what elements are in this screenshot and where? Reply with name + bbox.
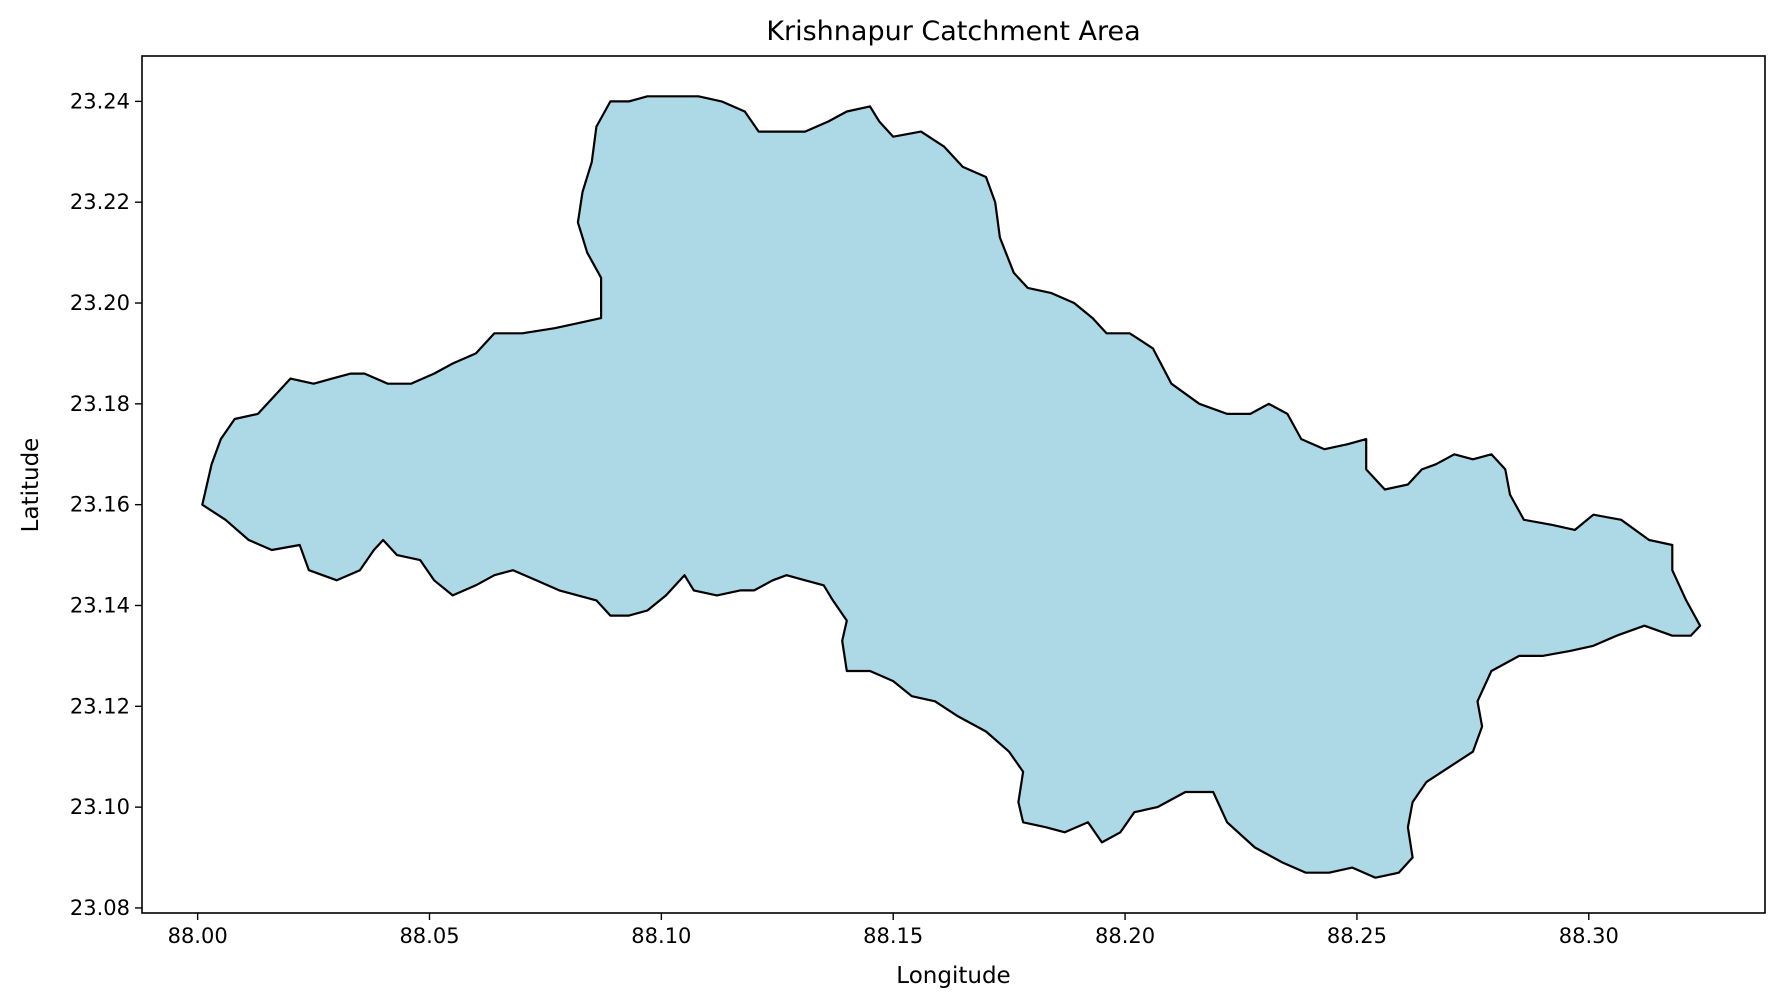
y-tick-label: 23.14 <box>70 593 130 617</box>
x-tick-label: 88.25 <box>1327 924 1387 948</box>
y-tick-label: 23.20 <box>70 291 130 315</box>
y-axis: 23.08 23.10 23.12 23.14 23.16 23.18 23.20 23.22… <box>70 89 142 920</box>
y-tick-label: 23.08 <box>70 896 130 920</box>
x-axis: 88.00 88.05 88.10 88.15 88.20 88.25 88.30 <box>168 913 1619 948</box>
y-tick-label: 23.18 <box>70 392 130 416</box>
y-tick-label: 23.12 <box>70 694 130 718</box>
catchment-boundary <box>201 95 1702 879</box>
x-tick-label: 88.30 <box>1559 924 1619 948</box>
y-tick-label: 23.24 <box>70 89 130 113</box>
x-tick-label: 88.20 <box>1095 924 1155 948</box>
y-tick-label: 23.10 <box>70 795 130 819</box>
x-tick-label: 88.05 <box>399 924 459 948</box>
plot-layer <box>201 95 1702 879</box>
y-tick-label: 23.16 <box>70 493 130 517</box>
y-tick-label: 23.22 <box>70 190 130 214</box>
chart-title: Krishnapur Catchment Area <box>766 16 1140 47</box>
x-axis-label: Longitude <box>896 963 1010 989</box>
y-axis-label: Latitude <box>18 438 44 533</box>
x-tick-label: 88.15 <box>863 924 923 948</box>
x-tick-label: 88.10 <box>631 924 691 948</box>
x-tick-label: 88.00 <box>168 924 228 948</box>
plot-frame <box>141 55 1766 914</box>
